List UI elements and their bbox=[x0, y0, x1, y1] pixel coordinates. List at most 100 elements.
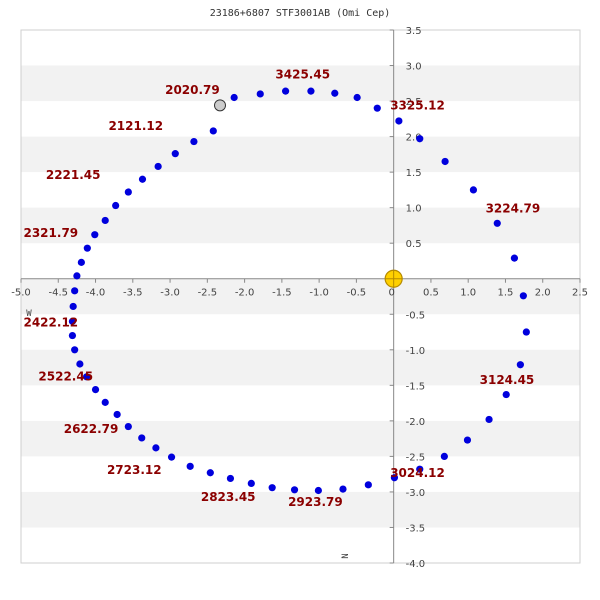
orbit-point bbox=[91, 385, 100, 394]
orbit-point bbox=[167, 453, 176, 461]
x-tick-label: 0 bbox=[388, 288, 394, 299]
grid-band bbox=[21, 349, 580, 386]
orbit-points bbox=[68, 87, 530, 495]
y-tick-label: -3.5 bbox=[406, 523, 426, 534]
plot-frame bbox=[20, 29, 581, 564]
epoch-label: 2020.79 bbox=[165, 83, 220, 97]
y-tick-label: -2.5 bbox=[406, 452, 426, 463]
epoch-label: 2422.12 bbox=[23, 315, 78, 329]
orbit-point bbox=[281, 87, 290, 95]
y-tick-label: 3.0 bbox=[406, 62, 422, 73]
grid-band bbox=[21, 420, 580, 457]
y-tick-label: -3.0 bbox=[406, 488, 426, 499]
orbit-point bbox=[364, 481, 372, 489]
orbit-point bbox=[82, 373, 91, 381]
y-tick-label: 1.0 bbox=[406, 204, 422, 215]
orbit-point bbox=[226, 474, 235, 483]
orbit-point bbox=[112, 201, 120, 210]
orbit-point bbox=[101, 398, 109, 406]
orbit-point bbox=[73, 272, 81, 280]
orbit-point bbox=[77, 258, 85, 266]
x-tick-label: 1.5 bbox=[498, 288, 514, 299]
epoch-label: 2823.45 bbox=[201, 490, 256, 504]
x-tick-label: -5.0 bbox=[11, 288, 31, 299]
chart-title: 23186+6807 STF3001AB (Omi Cep) bbox=[210, 8, 391, 19]
y-tick-label: 2.0 bbox=[406, 133, 422, 144]
orbit-point bbox=[209, 127, 217, 135]
x-tick-label: -1.5 bbox=[272, 288, 292, 299]
y-tick-label: 1.5 bbox=[406, 168, 422, 179]
grid-bands bbox=[21, 65, 580, 528]
orbit-point bbox=[69, 302, 77, 311]
epoch-label: 3224.79 bbox=[486, 202, 541, 216]
x-tick-label: 2.5 bbox=[572, 288, 588, 299]
orbit-point bbox=[441, 157, 449, 166]
x-tick-label: 1.0 bbox=[460, 288, 476, 299]
orbit-point bbox=[152, 444, 160, 452]
grid-band bbox=[21, 491, 580, 528]
x-tick-label: -4.0 bbox=[86, 288, 106, 299]
orbit-point bbox=[91, 231, 99, 239]
epoch-label: 2321.79 bbox=[23, 226, 78, 240]
epoch-label: 3124.45 bbox=[480, 373, 535, 387]
x-tick-label: -3.0 bbox=[160, 288, 180, 299]
orbit-point bbox=[493, 219, 501, 227]
orbit-point bbox=[256, 90, 264, 98]
orbit-point bbox=[502, 390, 510, 399]
grid-band bbox=[21, 65, 580, 102]
y-tick-label: -1.0 bbox=[406, 346, 426, 357]
orbit-point bbox=[353, 93, 361, 102]
epoch-label: 2622.79 bbox=[64, 422, 119, 436]
x-tick-label: -2.5 bbox=[198, 288, 218, 299]
orbit-point bbox=[416, 135, 424, 143]
orbit-point bbox=[416, 465, 424, 473]
orbit-point bbox=[510, 254, 519, 262]
y-tick-label: -0.5 bbox=[406, 310, 426, 321]
epoch-labels: 2020.79 3425.45 3325.12 2121.12 2221.45 3224.… bbox=[23, 67, 540, 509]
x-tick-label: -0.5 bbox=[347, 288, 367, 299]
orbit-point bbox=[138, 434, 146, 442]
orbit-point bbox=[124, 188, 132, 196]
epoch-label: 2121.12 bbox=[108, 119, 163, 133]
orbit-point bbox=[101, 216, 109, 225]
orbit-point bbox=[68, 331, 77, 340]
epoch-label: 2923.79 bbox=[288, 495, 343, 509]
x-tick-label: -4.5 bbox=[49, 288, 69, 299]
x-tick-label: 0.5 bbox=[423, 288, 439, 299]
y-axis-label: N bbox=[341, 553, 351, 558]
orbit-point bbox=[395, 117, 403, 125]
orbit-point bbox=[314, 486, 322, 495]
orbit-point bbox=[186, 462, 194, 470]
orbit-point bbox=[390, 474, 399, 482]
grid-band bbox=[21, 136, 580, 173]
epoch-label: 3024.12 bbox=[390, 466, 445, 480]
orbit-point bbox=[76, 360, 84, 368]
orbit-point bbox=[373, 104, 381, 112]
grid-band bbox=[21, 278, 580, 315]
y-tick-label: 0.5 bbox=[406, 239, 422, 250]
orbit-point bbox=[469, 186, 478, 194]
x-axis-label: W bbox=[26, 309, 32, 319]
orbit-point bbox=[268, 484, 276, 492]
orbit-point bbox=[290, 486, 299, 494]
orbit-point bbox=[307, 87, 315, 95]
orbit-point bbox=[71, 287, 79, 295]
orbit-point bbox=[68, 317, 77, 325]
x-tick-label: -1.0 bbox=[309, 288, 329, 299]
orbit-point bbox=[463, 436, 472, 444]
orbit-point bbox=[190, 137, 198, 146]
x-tick-label: -2.0 bbox=[235, 288, 255, 299]
y-tick-label: 2.5 bbox=[406, 97, 422, 108]
y-tick-labels: 3.5 3.0 2.5 2.0 1.5 1.0 0.5 -0.5 -1.0 -1.5 -2.0 -2.… bbox=[389, 26, 426, 570]
epoch-label: 2522.45 bbox=[38, 369, 93, 383]
x-tick-label: 2.0 bbox=[535, 288, 551, 299]
epoch-label: 3325.12 bbox=[390, 99, 445, 113]
axes bbox=[21, 30, 580, 563]
orbit-point bbox=[516, 361, 524, 369]
orbit-point bbox=[519, 292, 527, 300]
y-tick-label: 3.5 bbox=[406, 26, 422, 37]
orbit-point bbox=[522, 328, 530, 336]
orbit-point bbox=[113, 410, 121, 419]
current-position-marker bbox=[214, 99, 227, 112]
